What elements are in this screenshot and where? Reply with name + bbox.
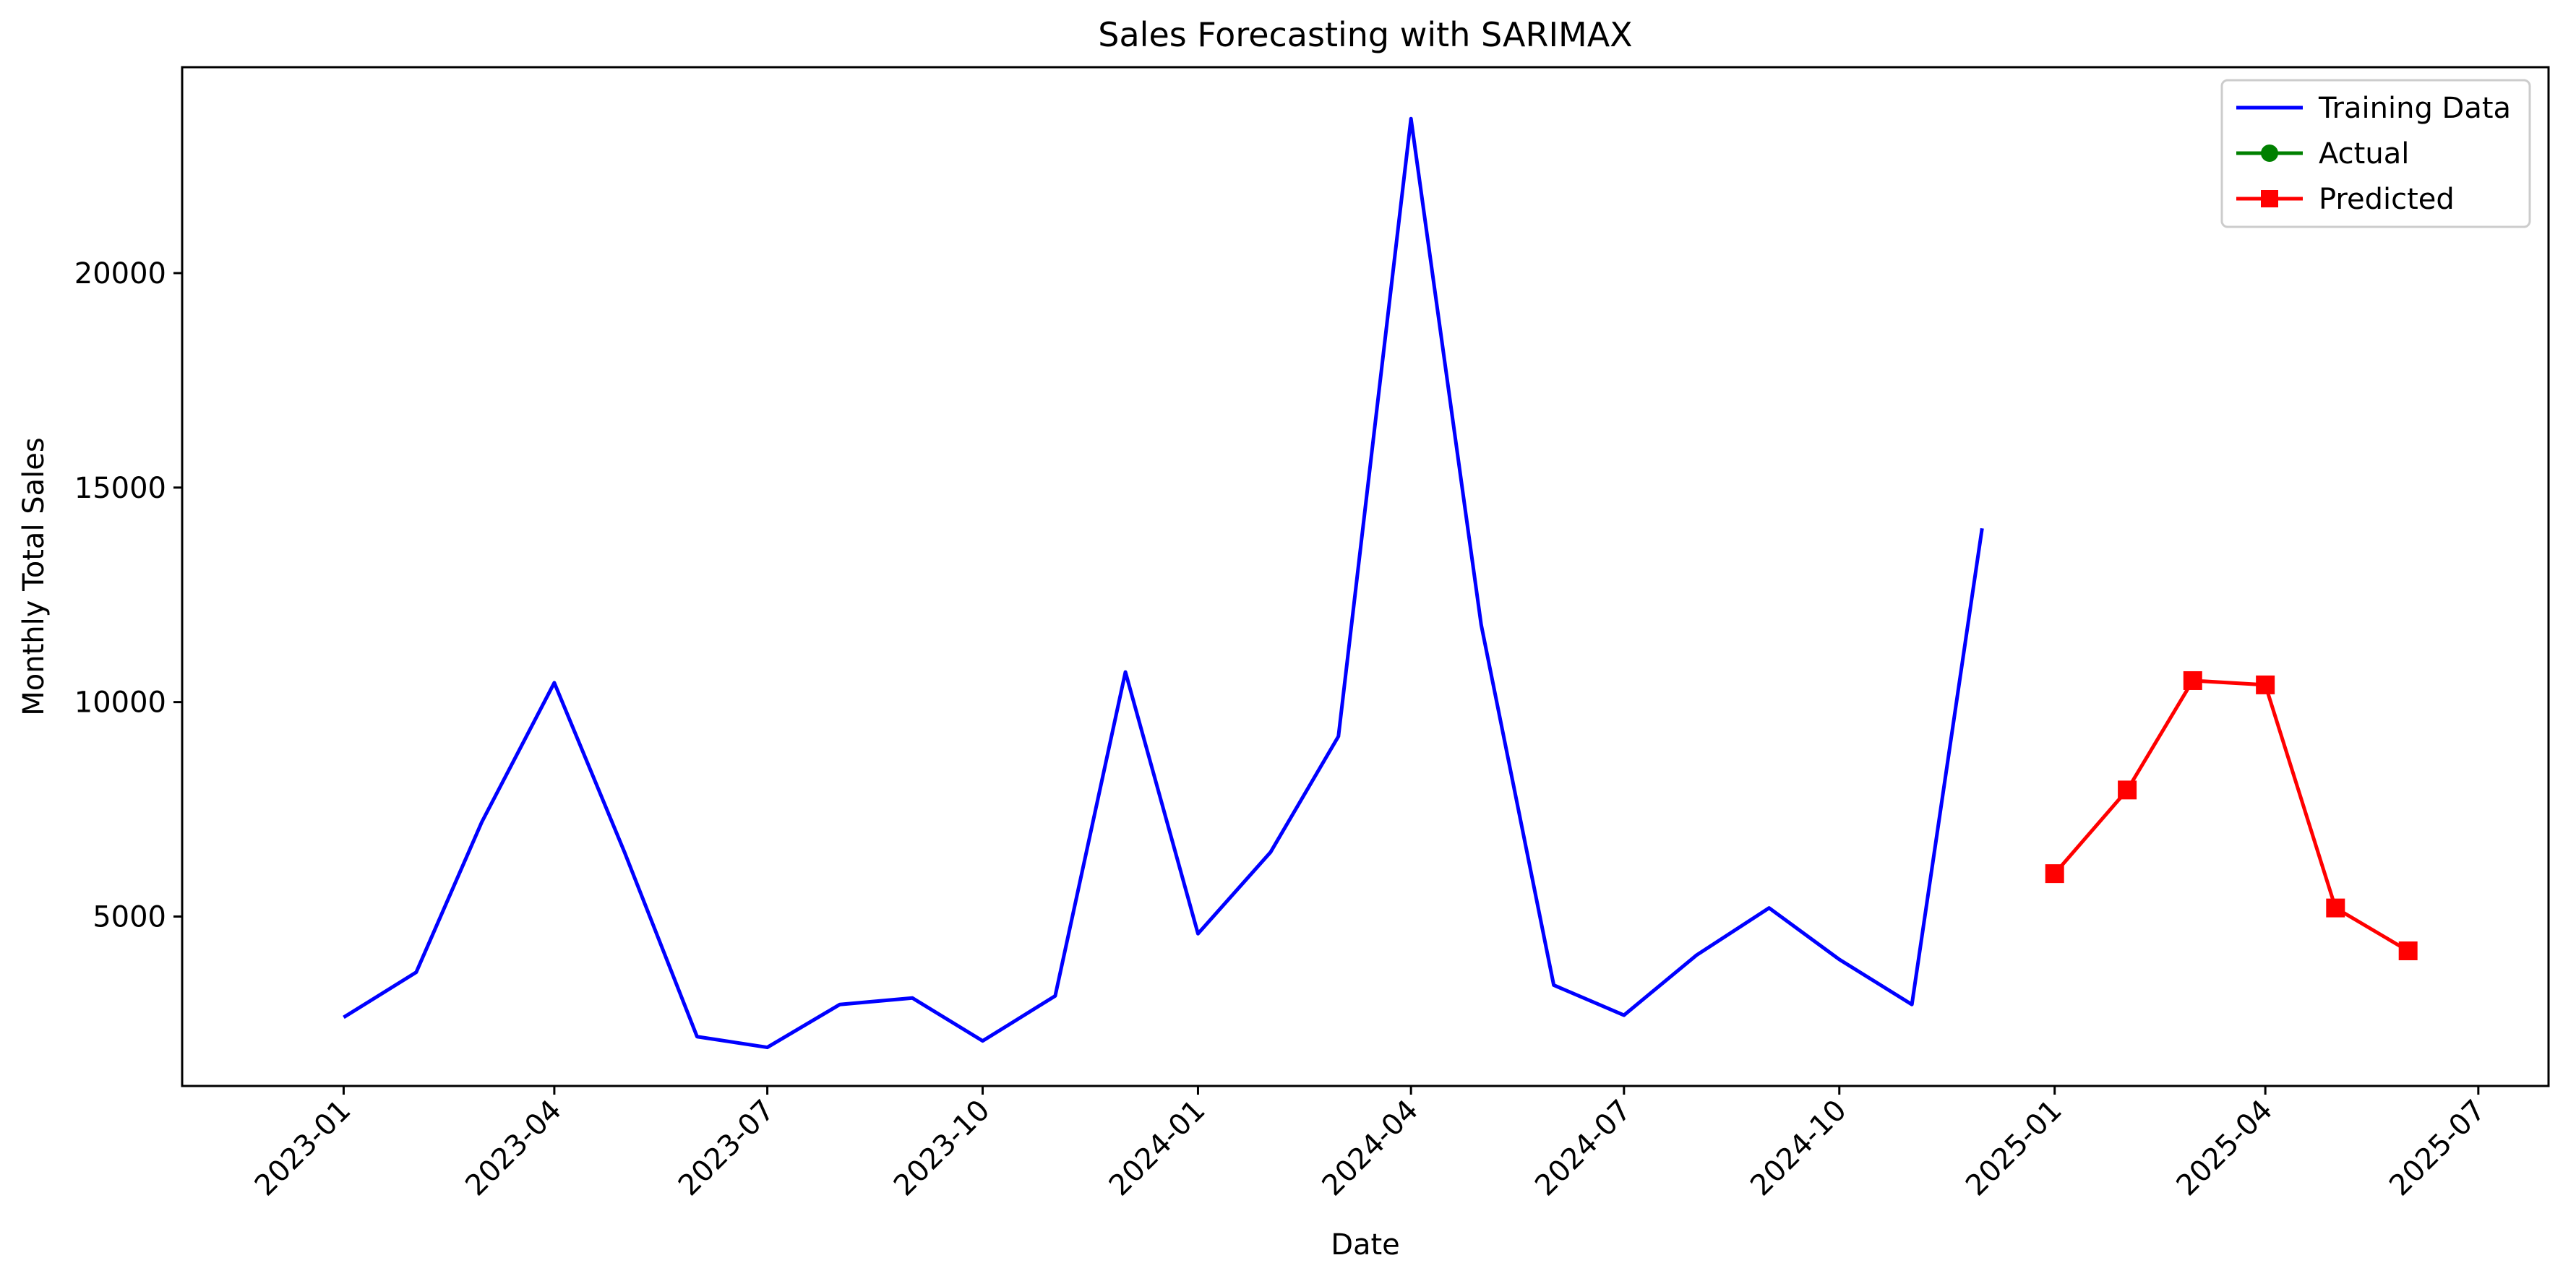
- plot-area-border: [181, 66, 2550, 1087]
- legend-marker-predicted: [2261, 190, 2278, 207]
- x-tick-label: 2023-01: [249, 1094, 358, 1203]
- x-tick-label: 2024-01: [1103, 1094, 1212, 1203]
- data-point-predicted: [2326, 898, 2345, 918]
- x-tick-label: 2023-07: [672, 1094, 781, 1203]
- series-layer: [343, 116, 2418, 1050]
- x-tick-label: 2024-10: [1744, 1094, 1853, 1203]
- x-tick-label: 2025-01: [1959, 1094, 2069, 1203]
- series-line-predicted: [2053, 678, 2409, 953]
- legend-item-predicted: Predicted: [2236, 183, 2455, 216]
- data-point-predicted: [2398, 941, 2418, 960]
- x-tick-label: 2025-07: [2383, 1094, 2492, 1203]
- y-axis-label: Monthly Total Sales: [17, 437, 51, 715]
- y-tick-label: 10000: [74, 686, 166, 720]
- x-tick-label: 2023-04: [459, 1094, 568, 1203]
- data-point-predicted: [2183, 671, 2202, 690]
- data-point-predicted: [2118, 780, 2137, 800]
- legend-item-training: Training Data: [2236, 92, 2511, 125]
- x-tick-label: 2023-10: [888, 1094, 997, 1203]
- y-tick-label: 5000: [93, 900, 166, 934]
- y-tick-label: 20000: [74, 257, 166, 290]
- data-point-predicted: [2045, 864, 2064, 884]
- x-tick-label: 2024-07: [1529, 1094, 1638, 1203]
- legend-label-predicted: Predicted: [2319, 183, 2455, 216]
- legend-marker-actual: [2261, 145, 2278, 162]
- legend-label-actual: Actual: [2319, 137, 2409, 171]
- y-axis: 5000 10000 15000 20000: [74, 257, 182, 934]
- x-tick-label: 2025-04: [2171, 1094, 2280, 1203]
- data-point-predicted: [2256, 675, 2275, 694]
- x-axis: 2023-01 2023-04 2023-07 2023-10 2024-01 2024-…: [249, 1086, 2492, 1202]
- x-tick-label: 2024-04: [1316, 1094, 1425, 1203]
- legend-box: [2220, 79, 2531, 228]
- legend-label-training: Training Data: [2318, 92, 2511, 125]
- legend-item-actual: Actual: [2236, 137, 2409, 171]
- y-tick-label: 15000: [74, 472, 166, 505]
- chart-title: Sales Forecasting with SARIMAX: [1098, 15, 1632, 54]
- plot-area: [181, 66, 2550, 1087]
- x-axis-label: Date: [1331, 1228, 1400, 1262]
- legend: Training Data Actual Predicted: [2220, 79, 2531, 228]
- series-line-training-data: [343, 116, 1984, 1050]
